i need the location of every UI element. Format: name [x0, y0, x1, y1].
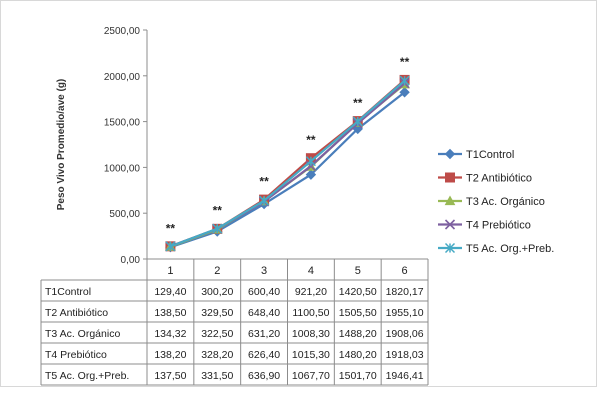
y-tick-label: 1500,00 — [104, 118, 141, 129]
table-cell-value: 631,20 — [248, 328, 280, 340]
legend-label: T4 Prebiótico — [466, 220, 531, 232]
table-cell-value: 328,20 — [201, 349, 233, 361]
table-cell-value: 921,20 — [295, 286, 327, 298]
data-point — [399, 75, 410, 86]
data-table: 1 2 3 4 5 6 T1Control 129,40 300,20 600,40 921,20 1… — [40, 259, 429, 386]
y-tick-label: 500,00 — [109, 209, 140, 220]
data-point — [305, 156, 316, 167]
table-cell-value: 138,20 — [154, 349, 186, 361]
table-cell-value: 1488,20 — [339, 328, 377, 340]
table-cell-value: 322,50 — [201, 328, 233, 340]
legend-marker — [444, 195, 456, 206]
significance-mark: ** — [259, 175, 269, 189]
table-cell-value: 1067,70 — [292, 370, 330, 382]
table-cell-value: 134,32 — [154, 328, 186, 340]
significance-mark: ** — [400, 55, 410, 69]
x-tick-label: 1 — [167, 265, 173, 277]
legend-item: T3 Ac. Orgánico — [438, 195, 545, 208]
data-point — [305, 169, 317, 180]
y-axis-label: Peso Vivo Promedio/ave (g) — [56, 79, 67, 211]
axes: 0,00 500,00 1000,00 1500,00 2000,00 2500,00 Pe… — [56, 26, 428, 266]
series-line — [170, 82, 406, 248]
x-tick-label: 2 — [214, 265, 220, 277]
series-line — [170, 79, 406, 248]
table-cell-value: 1908,06 — [386, 328, 424, 340]
table-row-label: T3 Ac. Orgánico — [45, 328, 120, 340]
table-cell-value: 1501,70 — [339, 370, 377, 382]
significance-mark: ** — [353, 96, 363, 110]
legend-marker — [444, 242, 456, 254]
x-tick-label: 5 — [355, 265, 361, 277]
legend-item: T4 Prebiótico — [438, 219, 531, 232]
legend-marker — [445, 172, 455, 183]
table-cell-value: 648,40 — [248, 307, 280, 319]
significance-marks: ** ** ** ** ** ** — [166, 55, 410, 235]
series-group — [165, 78, 410, 251]
legend-label: T2 Antibiótico — [466, 173, 532, 185]
table-cell-value: 1100,50 — [292, 307, 329, 319]
data-point — [259, 195, 270, 206]
legend-item: T1Control — [438, 148, 514, 161]
data-point — [165, 241, 176, 252]
data-point — [212, 223, 223, 234]
significance-mark: ** — [166, 221, 176, 235]
data-point — [399, 87, 410, 98]
table-row-label: T5 Ac. Org.+Preb. — [45, 370, 129, 382]
legend-label: T3 Ac. Orgánico — [466, 196, 545, 208]
legend-marker — [444, 148, 456, 160]
data-point — [352, 116, 363, 127]
x-tick-label: 6 — [402, 265, 408, 277]
x-tick-label: 4 — [308, 265, 314, 277]
series-group — [165, 74, 410, 252]
legend: T1Control T2 Antibiótico T3 Ac. Orgánico T4… — [438, 148, 554, 255]
table-cell-value: 137,50 — [154, 370, 186, 382]
table-cell-value: 1946,41 — [386, 370, 424, 382]
y-tick-label: 2000,00 — [104, 72, 141, 83]
series-lines — [165, 74, 410, 253]
table-cell-value: 1955,10 — [386, 307, 424, 319]
series-group — [165, 75, 410, 252]
series-line — [170, 91, 406, 249]
legend-label: T5 Ac. Org.+Preb. — [466, 243, 554, 255]
legend-item: T5 Ac. Org.+Preb. — [438, 242, 554, 255]
table-cell-value: 138,50 — [154, 307, 186, 319]
table-cell-value: 129,40 — [154, 286, 186, 298]
table-cell-value: 331,50 — [201, 370, 233, 382]
series-group — [165, 78, 410, 252]
table-cell-value: 1008,30 — [292, 328, 330, 340]
y-tick-label: 1000,00 — [104, 163, 141, 174]
table-cell-value: 1480,20 — [339, 349, 377, 361]
y-tick-label: 0,00 — [121, 255, 141, 266]
legend-marker — [444, 219, 456, 230]
table-cell-value: 626,40 — [248, 349, 280, 361]
table-row-label: T4 Prebiótico — [45, 349, 107, 361]
y-tick-label: 2500,00 — [104, 26, 141, 37]
series-line — [170, 79, 406, 248]
table-cell-value: 1918,03 — [386, 349, 424, 361]
significance-mark: ** — [306, 133, 316, 147]
table-cell-value: 1015,30 — [292, 349, 330, 361]
table-cell-value: 1505,50 — [339, 307, 377, 319]
table-cell-value: 1420,50 — [339, 286, 377, 298]
legend-item: T2 Antibiótico — [438, 172, 532, 185]
table-cell-value: 600,40 — [248, 286, 280, 298]
series-group — [165, 87, 410, 253]
table-cell-value: 1820,17 — [386, 286, 424, 298]
table-row-label: T1Control — [45, 286, 91, 298]
series-line — [170, 83, 406, 248]
x-tick-label: 3 — [261, 265, 267, 277]
table-row-label: T2 Antibiótico — [45, 307, 108, 319]
significance-mark: ** — [213, 204, 223, 218]
table-cell-value: 300,20 — [201, 286, 233, 298]
table-cell-value: 636,90 — [248, 370, 280, 382]
legend-label: T1Control — [466, 149, 514, 161]
table-cell-value: 329,50 — [201, 307, 233, 319]
